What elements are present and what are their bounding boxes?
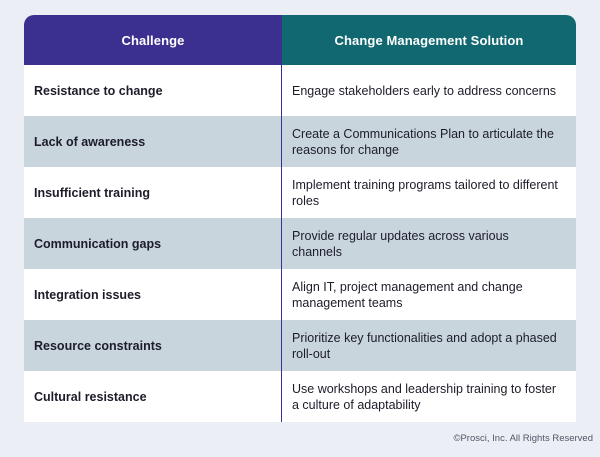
challenge-cell: Integration issues — [24, 269, 282, 320]
challenge-cell: Communication gaps — [24, 218, 282, 269]
solution-cell: Implement training programs tailored to … — [292, 177, 558, 208]
solution-cell: Engage stakeholders early to address con… — [292, 83, 557, 98]
table-row: Insufficient training Implement training… — [24, 167, 576, 218]
challenge-cell: Resource constraints — [24, 320, 282, 371]
challenge-cell: Resistance to change — [24, 65, 282, 116]
solution-cell: Use workshops and leadership training to… — [292, 381, 557, 412]
challenge-cell: Lack of awareness — [24, 116, 282, 167]
copyright-notice: ©Prosci, Inc. All Rights Reserved — [453, 433, 593, 444]
header-challenge: Challenge — [24, 15, 282, 65]
solution-cell: Align IT, project management and change … — [292, 279, 523, 310]
table-row: Lack of awareness Create a Communication… — [24, 116, 576, 167]
challenge-cell: Cultural resistance — [24, 371, 282, 422]
table-header: Challenge Change Management Solution — [24, 15, 576, 65]
challenge-solution-table: Challenge Change Management Solution Res… — [24, 15, 576, 423]
table-row: Integration issues Align IT, project man… — [24, 269, 576, 320]
table-row: Communication gaps Provide regular updat… — [24, 218, 576, 269]
header-solution: Change Management Solution — [282, 15, 576, 65]
challenge-cell: Insufficient training — [24, 167, 282, 218]
solution-cell: Prioritize key functionalities and adopt… — [292, 330, 557, 361]
table-row: Resistance to change Engage stakeholders… — [24, 65, 576, 116]
solution-cell: Provide regular updates across various c… — [292, 228, 509, 259]
table-row: Resource constraints Prioritize key func… — [24, 320, 576, 371]
solution-cell: Create a Communications Plan to articula… — [292, 126, 554, 157]
table-row: Cultural resistance Use workshops and le… — [24, 371, 576, 422]
